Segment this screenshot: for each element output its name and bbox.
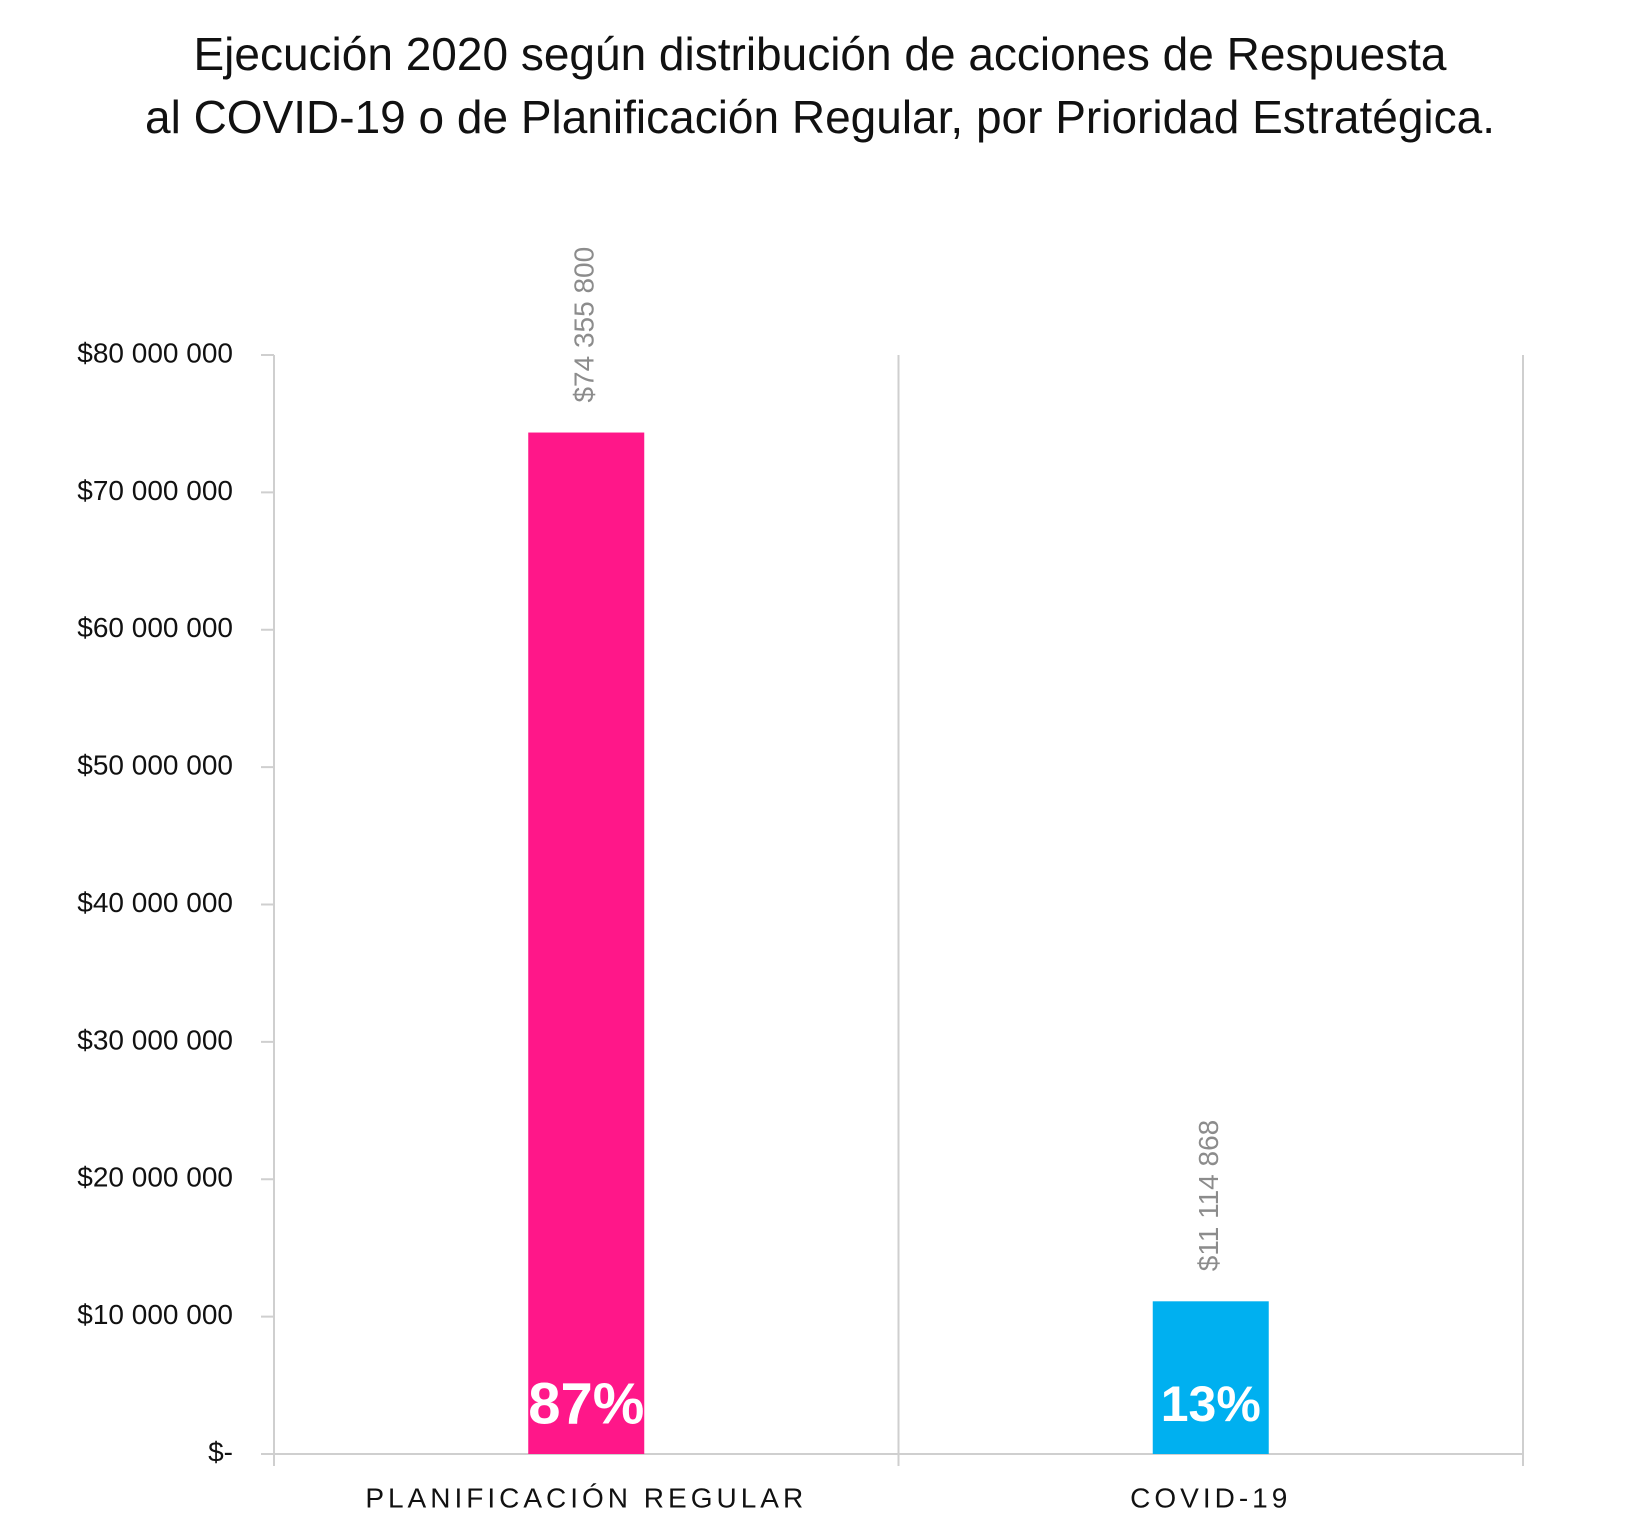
bar bbox=[1152, 1301, 1269, 1454]
y-tick-label: $20 000 000 bbox=[77, 1162, 233, 1193]
bar bbox=[528, 432, 645, 1454]
y-tick-label: $80 000 000 bbox=[77, 337, 233, 368]
x-tick-label: COVID-19 bbox=[1130, 1482, 1291, 1513]
y-tick-label: $- bbox=[208, 1436, 233, 1467]
percent-label: 13% bbox=[1161, 1376, 1261, 1432]
percent-label: 87% bbox=[528, 1371, 644, 1436]
y-tick-label: $70 000 000 bbox=[77, 475, 233, 506]
x-tick-label: PLANIFICACIÓN REGULAR bbox=[365, 1482, 807, 1513]
y-tick-label: $10 000 000 bbox=[77, 1299, 233, 1330]
y-tick-label: $50 000 000 bbox=[77, 750, 233, 781]
y-tick-label: $30 000 000 bbox=[77, 1024, 233, 1055]
value-label: $74 355 800 bbox=[569, 247, 600, 403]
y-tick-label: $40 000 000 bbox=[77, 887, 233, 918]
value-label: $11 114 868 bbox=[1193, 1120, 1224, 1272]
y-tick-label: $60 000 000 bbox=[77, 612, 233, 643]
chart-title: al COVID-19 o de Planificación Regular, … bbox=[145, 91, 1495, 143]
chart-title: Ejecución 2020 según distribución de acc… bbox=[193, 28, 1446, 80]
